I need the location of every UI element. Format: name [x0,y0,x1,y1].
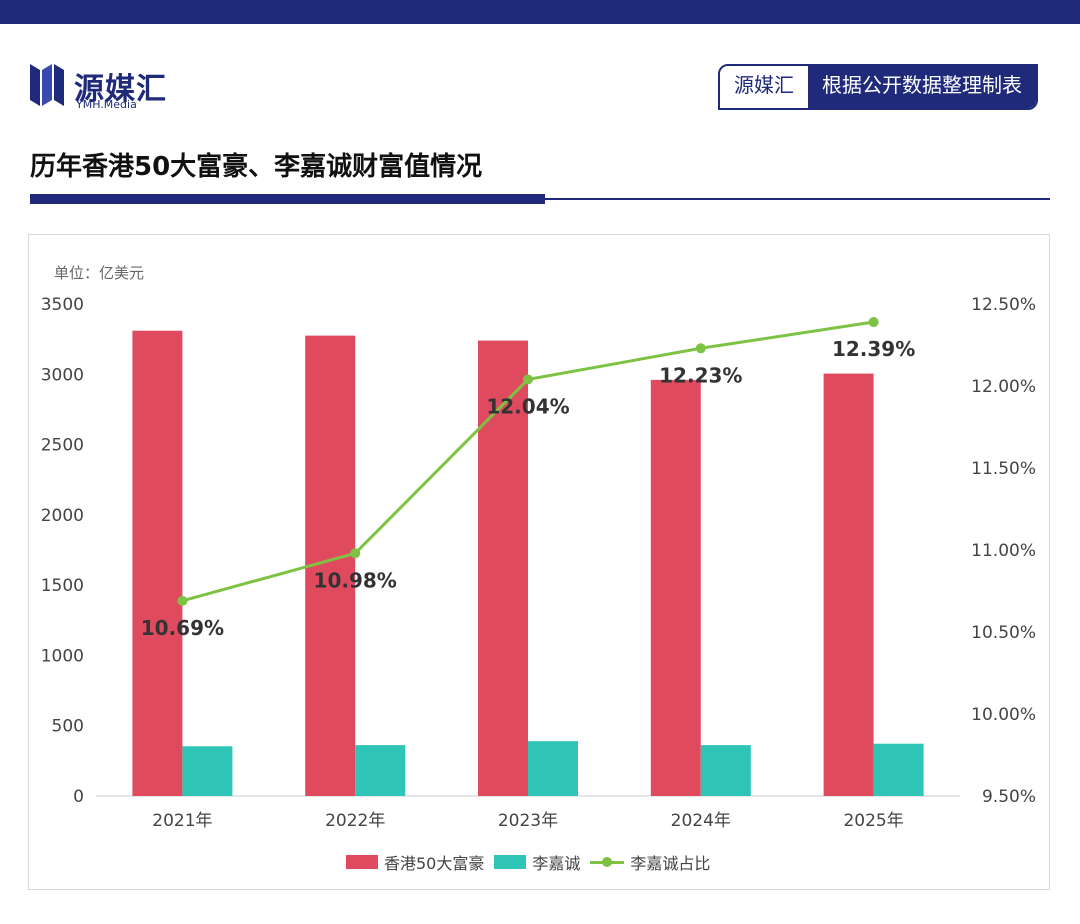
y-right-tick-label: 10.00% [971,705,1036,725]
y-right-tick-label: 11.50% [971,459,1036,479]
page-title: 历年香港50大富豪、李嘉诚财富值情况 [30,152,483,182]
y-left-tick-label: 1500 [41,576,84,596]
legend-label-li: 李嘉诚 [532,854,581,873]
legend-item-li: 李嘉诚 [494,850,580,874]
y-right-tick-label: 9.50% [982,787,1036,807]
y-left-tick-label: 3500 [41,295,84,315]
title-underline-thick [30,194,545,204]
y-right-tick-label: 11.00% [971,541,1036,561]
source-badge-brand: 源媒汇 [720,66,808,108]
brand-mark-icon [30,64,64,106]
share-data-label: 10.98% [314,568,397,592]
share-point [177,595,188,606]
bar-li [700,745,751,796]
legend-item-total: 香港50大富豪 [346,850,484,874]
y-left-tick-label: 0 [73,787,84,807]
share-point [523,374,533,385]
bar-total [478,340,528,796]
bar-total [823,373,874,796]
y-right-tick-label: 10.50% [971,623,1036,643]
y-left-tick-label: 3000 [41,365,84,385]
y-right-tick-label: 12.00% [971,377,1036,397]
bar-li [873,743,924,796]
y-left-tick-label: 1000 [41,646,84,666]
legend-swatch-li [494,855,527,869]
top-bar [0,0,1080,24]
y-right-tick-label: 12.50% [971,295,1036,315]
legend-swatch-share [590,855,625,869]
legend-item-share: 李嘉诚占比 [590,850,710,874]
brand-logo: 源媒汇 YMH.Media [28,60,228,112]
brand-name: 源媒汇 [74,72,167,107]
share-point [868,317,879,328]
title-underline-thin [545,198,1050,200]
chart-legend: 香港50大富豪 李嘉诚 李嘉诚占比 [346,850,720,874]
share-point [695,343,706,354]
share-data-label: 12.23% [659,363,742,387]
share-data-label: 12.04% [486,394,569,418]
legend-swatch-total [346,855,378,869]
x-tick-label: 2022年 [325,811,385,831]
legend-label-total: 香港50大富豪 [384,854,485,873]
source-badge: 源媒汇 根据公开数据整理制表 [718,64,1038,110]
y-left-tick-label: 500 [52,717,84,737]
brand-subtitle: YMH.Media [76,98,137,111]
unit-label: 单位：亿美元 [54,264,145,282]
y-left-tick-label: 2500 [41,436,84,456]
x-tick-label: 2021年 [152,811,212,831]
source-badge-note: 根据公开数据整理制表 [808,66,1036,108]
bar-total [132,330,183,796]
y-left-tick-label: 2000 [41,506,84,526]
bar-total [650,379,701,796]
x-tick-label: 2025年 [843,811,903,831]
bar-li [355,745,406,796]
share-data-label: 10.69% [141,616,224,640]
bar-li [528,741,578,796]
bar-li [182,746,233,796]
x-tick-label: 2024年 [671,811,731,831]
legend-label-share: 李嘉诚占比 [630,854,711,873]
x-tick-label: 2023年 [498,811,558,831]
share-data-label: 12.39% [832,337,915,361]
share-point [350,548,361,559]
